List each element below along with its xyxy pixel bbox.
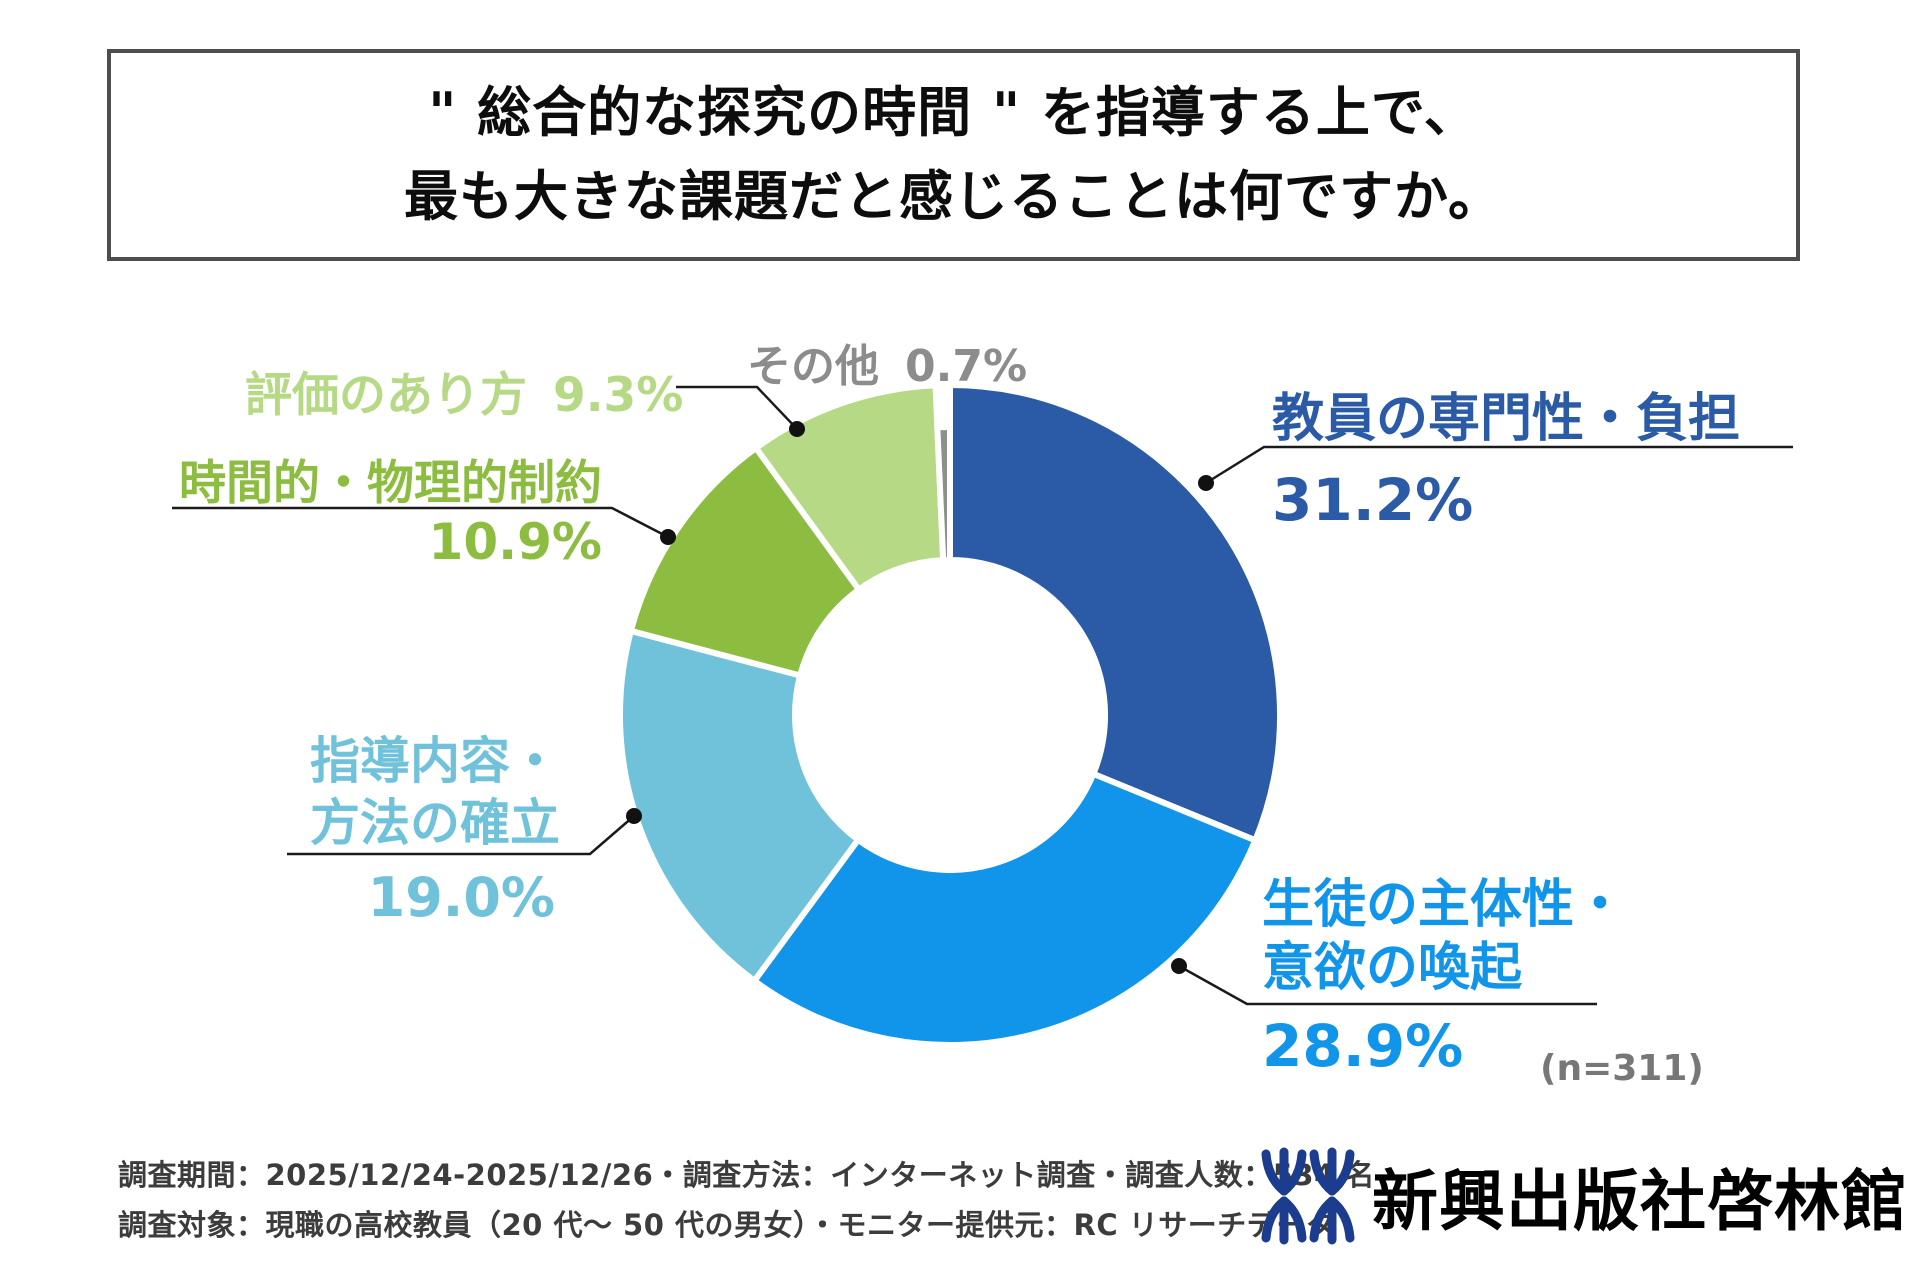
- value-teacher-expertise: 31.2%: [1272, 466, 1474, 534]
- leader-line-hyoka: [676, 385, 798, 430]
- leader-dot-seito: [1171, 958, 1187, 974]
- leader-dots: [626, 421, 1214, 974]
- leader-line-seito: [1178, 964, 1597, 1006]
- label-teaching-method-line2: 方法の確立: [310, 794, 560, 852]
- donut-segment-4: [751, 382, 947, 594]
- leader-dot-shido: [626, 808, 642, 824]
- leader-dot-jikan: [660, 529, 676, 545]
- leader-line-shido: [287, 815, 635, 856]
- value-evaluation: 9.3%: [553, 368, 684, 423]
- title-line-1: " 総合的な探究の時間 " を指導する上で、: [428, 81, 1479, 145]
- title-line-2: 最も大きな課題だと感じることは何ですか。: [404, 165, 1503, 228]
- publisher-logo-text: 新興出版社啓林館: [1372, 1166, 1908, 1239]
- value-teaching-method: 19.0%: [367, 866, 555, 929]
- donut-segment-1: [750, 769, 1260, 1049]
- donut-segments: [617, 381, 1283, 1049]
- publisher-logo: 新興出版社啓林館: [1258, 1146, 1908, 1246]
- label-evaluation-text: 評価のあり方: [245, 368, 527, 423]
- label-teacher-expertise: 教員の専門性・負担: [1272, 389, 1741, 449]
- donut-segment-5: [934, 423, 953, 564]
- label-time-constraints: 時間的・物理的制約: [179, 456, 602, 511]
- label-student-motivation: 生徒の主体性・ 意欲の喚起: [1262, 874, 1626, 1001]
- label-evaluation: 評価のあり方 9.3%: [245, 356, 683, 425]
- value-student-motivation: 28.9%: [1262, 1012, 1464, 1080]
- value-other: 0.7%: [905, 341, 1028, 392]
- leader-line-jikan: [172, 506, 669, 539]
- label-other: その他 0.7%: [747, 330, 1027, 394]
- sample-size-note: (n=311): [1540, 1048, 1704, 1089]
- leader-lines: [172, 385, 1793, 1006]
- label-student-motivation-line1: 生徒の主体性・: [1262, 875, 1627, 935]
- label-teaching-method-line1: 指導内容・: [310, 732, 560, 790]
- value-time-constraints: 10.9%: [428, 513, 602, 571]
- survey-meta-line2: 調査対象：現職の高校教員（20 代～ 50 代の男女）・モニター提供元：RC リ…: [118, 1208, 1336, 1242]
- leader-line-kyoin: [1205, 445, 1793, 485]
- label-student-motivation-line2: 意欲の喚起: [1262, 938, 1523, 999]
- title-box: " 総合的な探究の時間 " を指導する上で、 最も大きな課題だと感じることは何で…: [107, 49, 1800, 261]
- donut-segment-2: [617, 627, 863, 985]
- publisher-logo-icon: [1261, 1147, 1355, 1245]
- donut-segment-0: [947, 381, 1283, 845]
- leader-dot-kyoin: [1198, 475, 1214, 491]
- label-teaching-method: 指導内容・ 方法の確立: [250, 730, 560, 854]
- label-other-text: その他: [747, 341, 879, 392]
- leader-dot-hyoka: [789, 421, 805, 437]
- survey-meta-line1: 調査期間：2025/12/24-2025/12/26・調査方法：インターネット調…: [118, 1158, 1375, 1192]
